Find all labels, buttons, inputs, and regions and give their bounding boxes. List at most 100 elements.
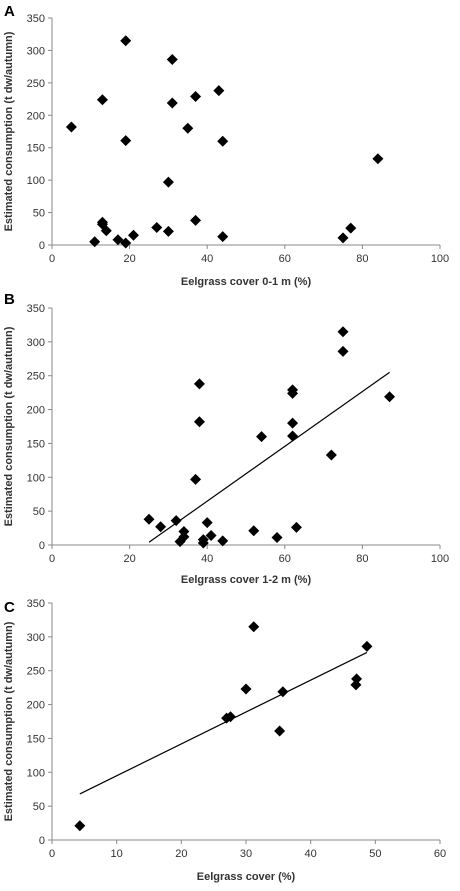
data-point	[337, 345, 349, 357]
data-point	[120, 135, 132, 147]
panel-letter: B	[4, 291, 15, 308]
data-point	[248, 621, 260, 633]
y-tick-label: 200	[27, 700, 45, 712]
y-tick-label: 50	[33, 506, 45, 518]
data-point	[274, 725, 286, 737]
data-point	[205, 530, 217, 542]
data-point	[190, 473, 202, 485]
data-point	[224, 711, 236, 723]
y-tick-label: 0	[39, 835, 45, 847]
x-tick-label: 100	[431, 553, 449, 565]
data-point	[143, 513, 155, 525]
x-tick-label: 0	[49, 848, 55, 860]
data-point	[217, 535, 229, 547]
x-tick-label: 60	[279, 253, 291, 265]
data-point	[361, 640, 373, 652]
data-point	[201, 517, 213, 529]
data-point	[213, 85, 225, 97]
data-point	[190, 214, 202, 226]
y-axis-title: Estimated consumption (t dw/autumn)	[3, 31, 15, 231]
x-tick-label: 60	[279, 553, 291, 565]
data-point	[287, 387, 299, 399]
data-point	[120, 237, 132, 249]
y-tick-label: 0	[39, 540, 45, 552]
y-tick-label: 300	[27, 45, 45, 57]
chart-panel-a: A 0 50 100 150 200 250 300 350 0 20 40 60 80 100 Eelgra…	[3, 3, 449, 288]
y-tick-label: 350	[27, 303, 45, 315]
data-point	[100, 225, 112, 237]
y-tick-label: 200	[27, 110, 45, 122]
data-point	[290, 521, 302, 533]
x-tick-label: 40	[305, 848, 317, 860]
panel-letter: A	[4, 3, 15, 20]
y-tick-label: 350	[27, 598, 45, 610]
chart-panel-b: B 0 50 100 150 200 250 300 350 0 20 40 60 80 100 Eelgra…	[3, 291, 449, 586]
data-point	[240, 683, 252, 695]
x-tick-label: 0	[49, 253, 55, 265]
x-axis-title: Eelgrass cover (%)	[197, 871, 296, 883]
trendline	[148, 371, 390, 543]
data-point	[337, 326, 349, 338]
y-tick-label: 100	[27, 175, 45, 187]
x-tick-label: 50	[369, 848, 381, 860]
data-point	[325, 449, 337, 461]
x-tick-label: 80	[356, 253, 368, 265]
data-point	[162, 225, 174, 237]
data-point	[65, 121, 77, 133]
data-point	[193, 378, 205, 390]
x-tick-label: 20	[123, 253, 135, 265]
x-tick-label: 20	[175, 848, 187, 860]
y-tick-label: 350	[27, 13, 45, 25]
data-point	[74, 820, 86, 832]
x-tick-label: 40	[201, 253, 213, 265]
y-tick-label: 250	[27, 666, 45, 678]
data-point	[112, 234, 124, 246]
panel-letter: C	[4, 599, 15, 616]
y-tick-label: 300	[27, 337, 45, 349]
x-tick-label: 30	[240, 848, 252, 860]
trendline	[79, 651, 368, 795]
y-tick-label: 150	[27, 733, 45, 745]
y-tick-label: 200	[27, 405, 45, 417]
x-axis-title: Eelgrass cover 1-2 m (%)	[181, 574, 312, 586]
data-point	[351, 673, 363, 685]
data-point	[287, 417, 299, 429]
x-tick-label: 10	[111, 848, 123, 860]
data-point	[182, 122, 194, 134]
y-tick-label: 100	[27, 767, 45, 779]
data-point	[248, 525, 260, 537]
data-point	[217, 231, 229, 243]
chart-panel-c: C 0 50 100 150 200 250 300 350 0 10 20 30 40 50 60 Eelgr…	[3, 598, 446, 883]
data-point	[256, 431, 268, 443]
y-tick-label: 150	[27, 143, 45, 155]
x-tick-label: 60	[434, 848, 446, 860]
data-point	[178, 531, 190, 543]
data-point	[217, 135, 229, 147]
x-tick-label: 40	[201, 553, 213, 565]
data-point	[166, 97, 178, 109]
data-point	[345, 222, 357, 234]
data-point	[162, 176, 174, 188]
x-tick-label: 20	[123, 553, 135, 565]
y-tick-label: 150	[27, 438, 45, 450]
data-point	[127, 229, 139, 241]
y-tick-label: 0	[39, 240, 45, 252]
y-axis-title: Estimated consumption (t dw/autumn)	[3, 621, 15, 821]
data-point	[287, 430, 299, 442]
data-point	[372, 153, 384, 165]
data-point	[384, 391, 396, 403]
data-point	[170, 515, 182, 527]
data-point	[190, 90, 202, 102]
y-tick-label: 300	[27, 632, 45, 644]
y-tick-label: 100	[27, 472, 45, 484]
data-point	[89, 236, 101, 248]
data-point	[155, 521, 167, 533]
data-point	[120, 35, 132, 47]
data-point	[271, 532, 283, 544]
data-point	[337, 232, 349, 244]
data-point	[96, 216, 108, 228]
data-point	[193, 416, 205, 428]
data-point	[96, 94, 108, 106]
data-point	[151, 221, 163, 233]
